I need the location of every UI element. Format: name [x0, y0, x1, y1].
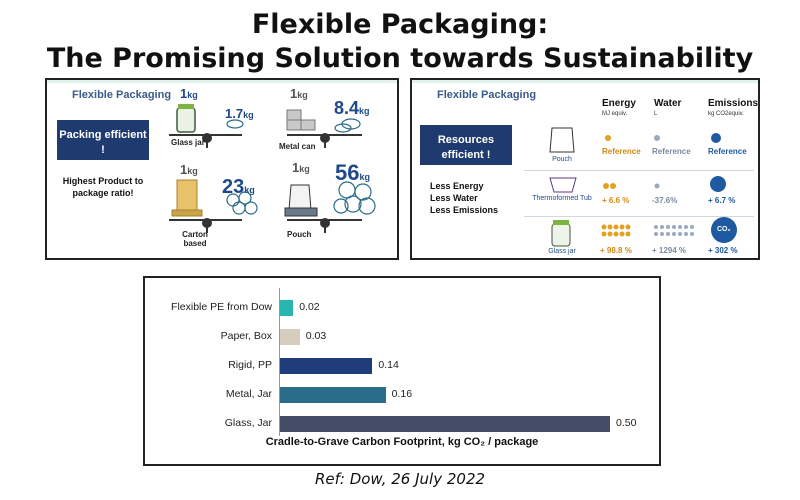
co2-label: CO₂: [717, 226, 731, 233]
column-head-energy: Energy: [602, 98, 636, 109]
side-text-list: Less Energy Less Water Less Emissions: [430, 180, 498, 216]
pouch-pack-weight: 1kg: [292, 160, 310, 175]
water-pouch: Reference: [652, 147, 691, 156]
glass-jar-pack-weight: 1kg: [180, 86, 198, 101]
column-head-emissions: Emissions: [708, 98, 759, 109]
carton-product-weight: 23kg: [222, 176, 255, 198]
pouch-icon: [549, 127, 575, 153]
glass-jar-label: Glass jar: [171, 138, 205, 147]
panel-header-strip: [412, 80, 758, 83]
row-divider: [524, 170, 754, 171]
column-sub-energy: MJ equiv.: [602, 111, 628, 117]
side-line-emissions: Less Emissions: [430, 205, 499, 215]
title-line-1: Flexible Packaging:: [251, 9, 549, 40]
brand-label: Flexible Packaging: [72, 89, 172, 101]
packing-label-box: Packing efficient !: [57, 120, 149, 160]
side-line-energy: Less Energy: [430, 181, 484, 191]
bar: [280, 358, 373, 374]
packing-efficient-panel: Flexible Packaging Packing efficient ! H…: [45, 78, 399, 260]
title-line-2: The Promising Solution towards Sustainab…: [46, 43, 754, 74]
side-line-water: Less Water: [430, 193, 478, 203]
bar-category-label: Paper, Box: [220, 330, 272, 342]
bar: [280, 329, 300, 345]
bar-category-label: Metal, Jar: [225, 388, 272, 400]
resources-label-box: Resources efficient !: [420, 125, 512, 165]
energy-pouch: Reference: [602, 147, 641, 156]
row-label-glass-jar: Glass jar: [548, 248, 576, 255]
metal-can-label: Metal can: [279, 142, 316, 151]
carbon-footprint-chart: Flexible PE from Dow 0.02 Paper, Box 0.03 Ri…: [143, 276, 661, 466]
emissions-glass-jar: + 302 %: [708, 246, 738, 255]
bar: [280, 387, 386, 403]
pouch-label: Pouch: [287, 230, 312, 239]
metal-can-pack-weight: 1kg: [290, 86, 308, 101]
bar-value-label: 0.03: [305, 330, 327, 342]
bar-category-label: Rigid, PP: [228, 359, 272, 371]
bar: [280, 300, 294, 316]
water-glass-jar: + 1294 %: [652, 246, 687, 255]
row-divider: [524, 216, 754, 217]
resources-graphic: [549, 127, 737, 247]
carton-label: Carton based: [182, 230, 208, 248]
emissions-pouch: Reference: [708, 147, 747, 156]
carton-pack-weight: 1kg: [180, 162, 198, 177]
column-sub-water: L: [654, 111, 658, 117]
water-drop-icon: [654, 135, 694, 236]
scales-graphic: [169, 104, 376, 233]
bar-value-label: 0.16: [391, 388, 413, 400]
glass-jar-icon: [176, 104, 196, 133]
row-label-pouch: Pouch: [552, 156, 572, 163]
bar-value-label: 0.50: [616, 417, 637, 429]
brand-label: Flexible Packaging: [437, 89, 537, 101]
emissions-tub: + 6.7 %: [708, 196, 736, 205]
metal-can-icon: [286, 109, 316, 131]
panel-header-strip: [47, 80, 397, 83]
bar: [280, 416, 610, 432]
pouch-product-weight: 56kg: [335, 160, 370, 185]
pouch-icon: [284, 184, 318, 217]
energy-tub: + 6.6 %: [602, 196, 630, 205]
resources-efficient-panel: Flexible Packaging Resources efficient !…: [410, 78, 760, 260]
co2-cloud-icon: [710, 133, 737, 243]
thermoformed-tub-icon: [549, 177, 577, 193]
column-head-water: Water: [654, 98, 682, 109]
glass-jar-product-weight: 1.7kg: [225, 106, 254, 121]
bar-value-label: 0.14: [378, 359, 399, 371]
glass-jar-icon: [551, 220, 571, 247]
energy-drop-icon: [601, 135, 631, 237]
scale-icon: [169, 133, 362, 233]
water-tub: -37.6%: [652, 196, 678, 205]
energy-glass-jar: + 98.8 %: [600, 246, 632, 255]
column-sub-emissions: kg CO2equiv.: [708, 111, 744, 117]
y-axis-line: [279, 288, 280, 436]
chicken-icon: [226, 118, 376, 215]
metal-can-product-weight: 8.4kg: [334, 98, 370, 118]
side-text: Highest Product to package ratio!: [62, 176, 144, 198]
row-label-tub: Thermoformed Tub: [532, 195, 592, 202]
reference-note: Ref: Dow, 26 July 2022: [314, 470, 486, 488]
page-title: Flexible Packaging: The Promising Soluti…: [0, 8, 800, 76]
bar-category-label: Glass, Jar: [224, 417, 272, 429]
x-axis-label: Cradle-to-Grave Carbon Footprint, kg CO₂…: [265, 436, 539, 448]
carton-icon: [171, 179, 203, 217]
bar-category-label: Flexible PE from Dow: [171, 301, 272, 313]
bar-value-label: 0.02: [299, 301, 320, 313]
